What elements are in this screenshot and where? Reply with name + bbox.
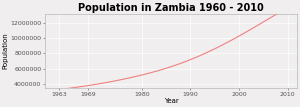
X-axis label: Year: Year (164, 98, 178, 104)
Y-axis label: Population: Population (3, 33, 9, 69)
Title: Population in Zambia 1960 - 2010: Population in Zambia 1960 - 2010 (78, 3, 264, 13)
